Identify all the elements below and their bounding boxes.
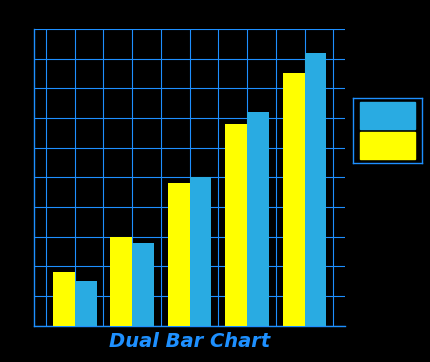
Bar [225, 124, 246, 326]
Bar [74, 281, 96, 326]
Bar [282, 73, 304, 326]
Bar [110, 237, 132, 326]
Bar [189, 177, 211, 326]
Bar [132, 243, 154, 326]
Bar [53, 272, 74, 326]
FancyBboxPatch shape [359, 132, 415, 159]
FancyBboxPatch shape [359, 102, 415, 129]
Bar [304, 53, 326, 326]
Bar [246, 112, 268, 326]
Bar [167, 183, 189, 326]
Text: Dual Bar Chart: Dual Bar Chart [109, 332, 270, 351]
